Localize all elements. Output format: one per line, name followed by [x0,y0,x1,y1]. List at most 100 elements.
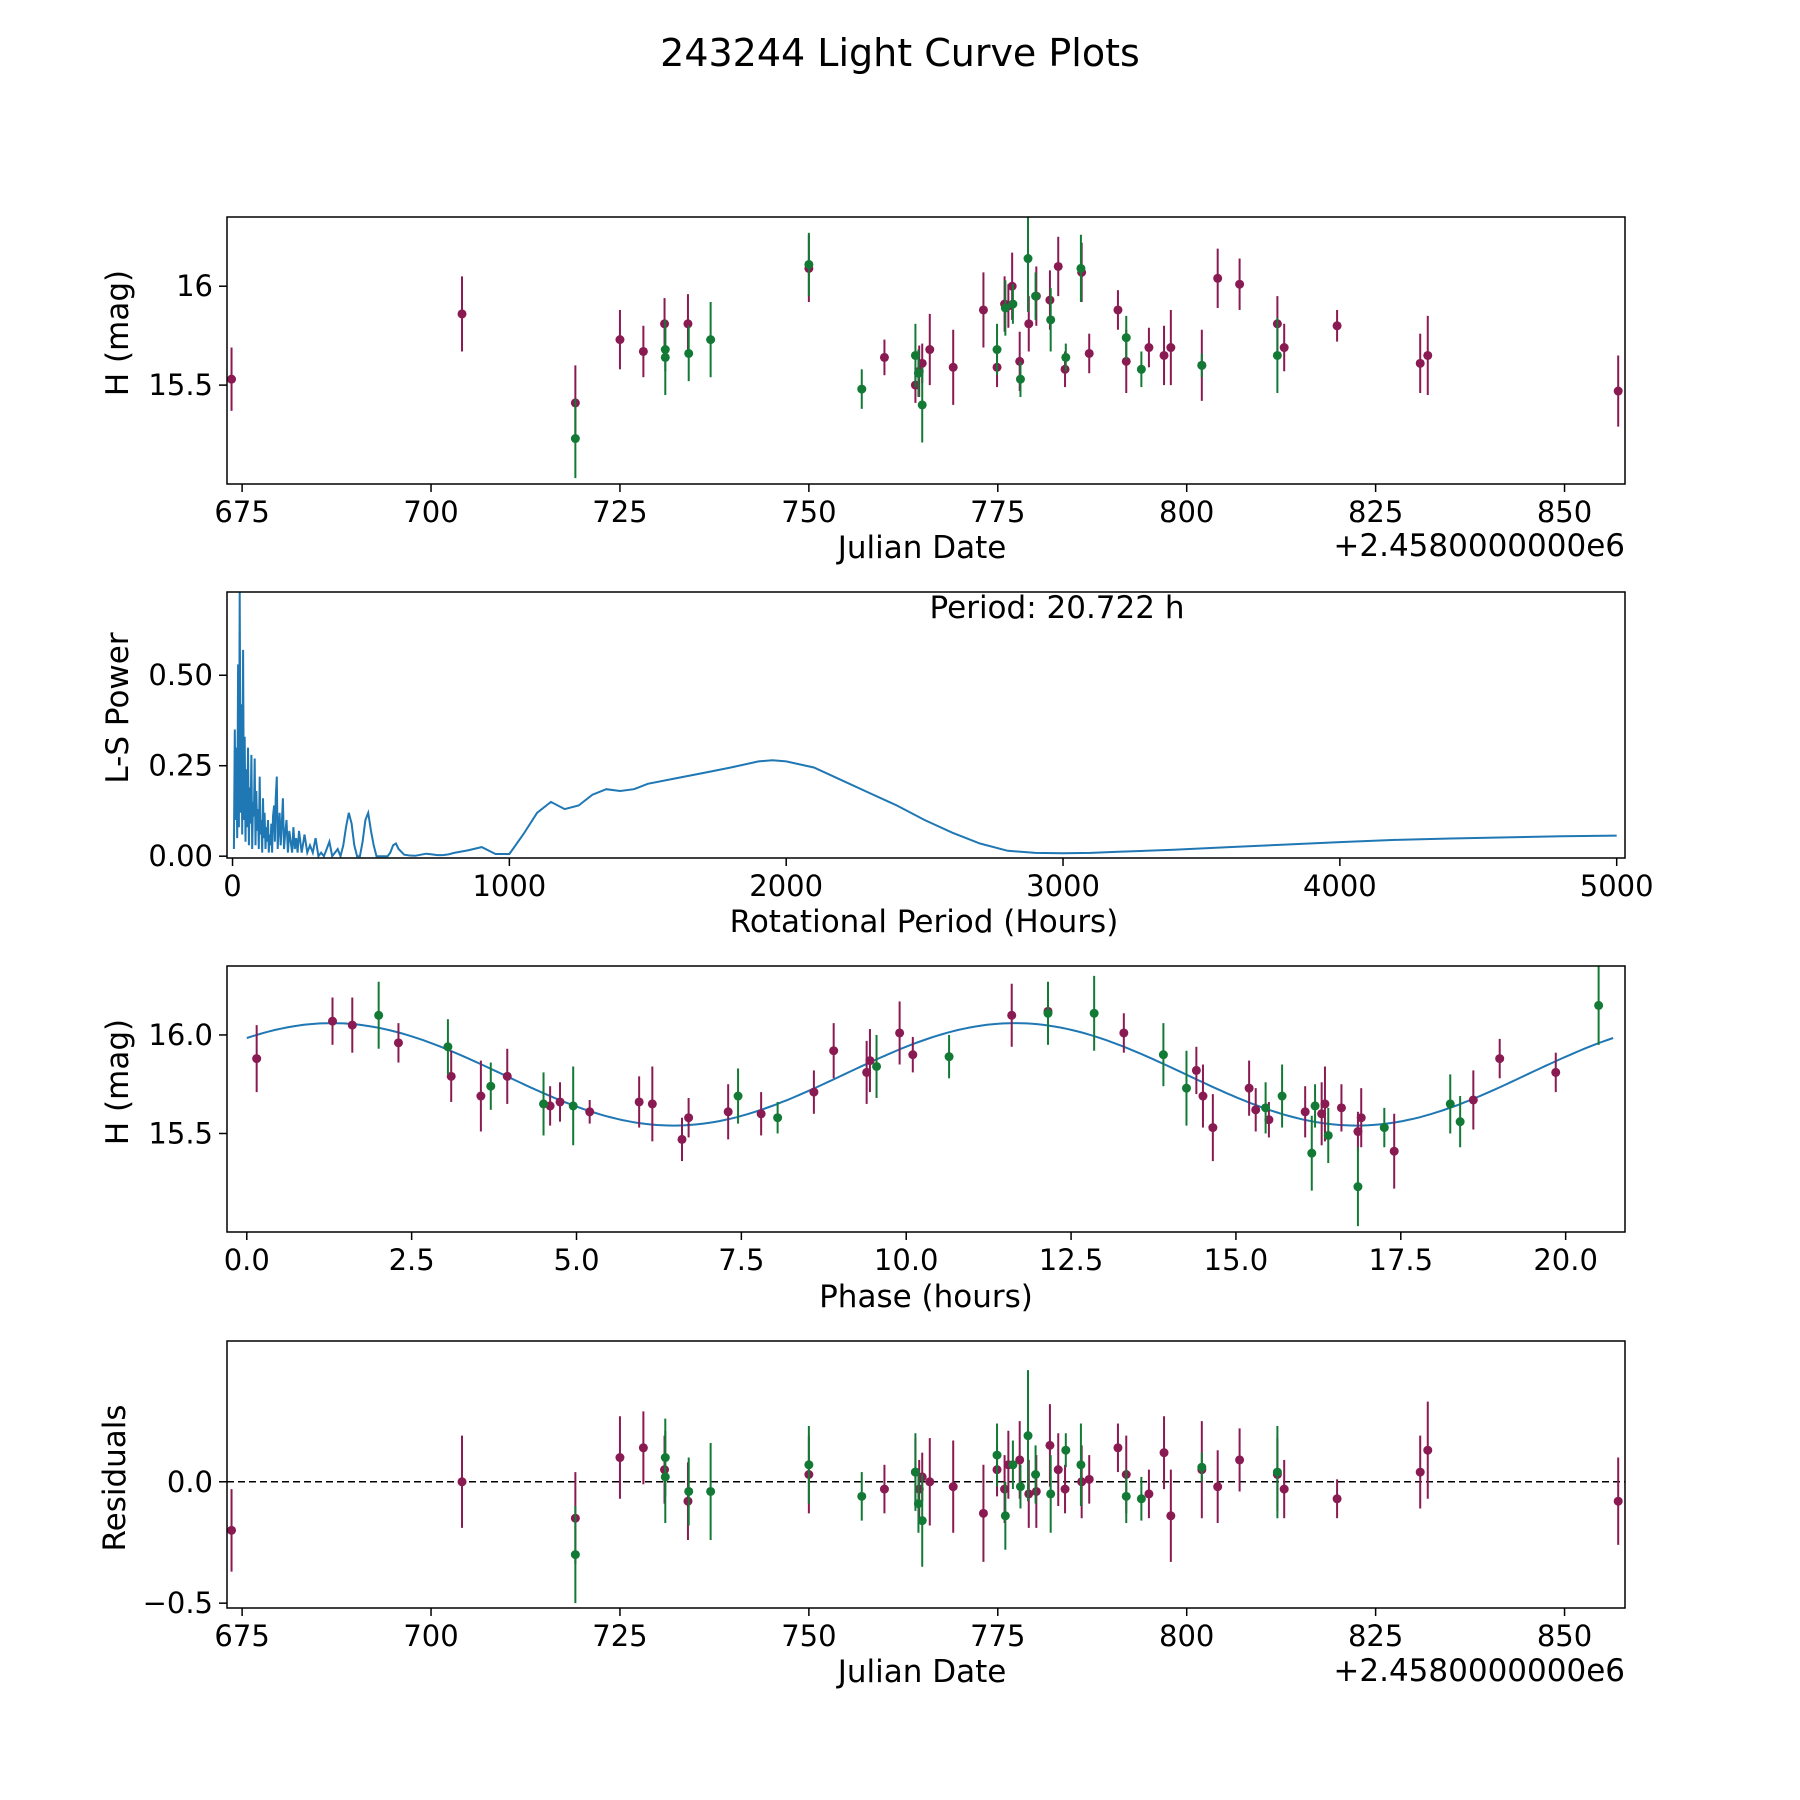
lightcurve-data-point [660,352,670,362]
residuals-data-point [1197,1462,1207,1472]
phased-data-point [1353,1127,1363,1137]
phased-data-point [908,1050,918,1060]
residuals-data-point [1272,1467,1282,1477]
phased-data-point [1191,1065,1201,1075]
lightcurve-xtick-label: 700 [403,495,458,529]
residuals-xtick-label: 800 [1159,1619,1214,1653]
periodogram-ytick-label: 0.00 [148,839,213,873]
phased-data-point [1389,1146,1399,1156]
residuals-ylabel: Residuals [97,1404,133,1551]
phased-data-point [1594,1000,1604,1010]
phased-plot-frame [226,965,1626,1233]
phased-data-point [443,1042,453,1052]
residuals-data-point [227,1525,237,1535]
residuals-data-point [1045,1440,1055,1450]
periodogram-panel: Rotational Period (Hours) L-S Power Peri… [100,590,1654,940]
residuals-data-point [1166,1511,1176,1521]
lightcurve-data-point [1061,352,1071,362]
phased-data-point [476,1091,486,1101]
lightcurve-xtick-label: 675 [214,495,269,529]
phased-data-point [1323,1130,1333,1140]
phased-data-point [647,1099,657,1109]
lightcurve-xtick-label: 825 [1348,495,1403,529]
residuals-data-point [917,1516,927,1526]
phased-data-point [1244,1083,1254,1093]
residuals-xtick-label: 725 [592,1619,647,1653]
phased-panel: Phase (hours) H (mag) 0.0 2.5 5.0 7.5 10.0 12… [100,965,1626,1315]
residuals-xtick-label: 775 [970,1619,1025,1653]
phased-data-point [393,1038,403,1048]
phased-ylabel: H (mag) [100,1019,136,1145]
phased-data-point [252,1054,262,1064]
phased-data-point [1468,1095,1478,1105]
lightcurve-xtick-label: 750 [781,495,836,529]
residuals-data-point [857,1491,867,1501]
periodogram-curve-layer [232,592,1617,858]
lightcurve-data-point [1121,356,1131,366]
lightcurve-data-point [1613,386,1623,396]
phased-data-point [865,1056,875,1066]
phased-data-point [829,1046,839,1056]
residuals-offset-label: +2.4580000000e6 [1333,1653,1625,1689]
lightcurve-offset-label: +2.4580000000e6 [1333,528,1625,564]
lightcurve-panel: Julian Date H (mag) +2.4580000000e6 675 7… [100,216,1626,566]
phased-xtick-label: 7.5 [718,1243,764,1277]
periodogram-line [232,592,1617,858]
lightcurve-data-point [917,400,927,410]
lightcurve-data-point [917,358,927,368]
lightcurve-xtick-label: 725 [592,495,647,529]
lightcurve-data-point [1084,348,1094,358]
phased-data-point [1320,1099,1330,1109]
lightcurve-data-point [227,374,237,384]
residuals-plot-frame [226,1340,1626,1609]
lightcurve-data-point [1415,358,1425,368]
residuals-data-point [1332,1494,1342,1504]
phased-data-point [1379,1123,1389,1133]
lightcurve-data-point [1031,291,1041,301]
phased-data-point [347,1020,357,1030]
lightcurve-data-point [804,259,814,269]
residuals-data-point [1076,1460,1086,1470]
residuals-data-point [1159,1448,1169,1458]
phased-xtick-label: 0.0 [224,1243,270,1277]
residuals-data-point [1031,1470,1041,1479]
lightcurve-points-layer [227,217,1623,479]
phased-xtick-label: 15.0 [1204,1243,1269,1277]
residuals-data-point [1144,1489,1154,1499]
lightcurve-xtick-label: 775 [970,495,1025,529]
phased-data-point [328,1016,338,1026]
phased-data-point [1445,1099,1455,1109]
periodogram-ytick-label: 0.25 [148,749,213,783]
residuals-data-point [925,1477,935,1487]
lightcurve-data-point [1015,374,1025,384]
phased-data-point [1089,1008,1099,1018]
phased-xtick-label: 17.5 [1369,1243,1434,1277]
residuals-data-point [1000,1511,1010,1521]
residuals-data-point [913,1499,923,1509]
phased-data-point [1264,1115,1274,1125]
residuals-data-point [638,1443,648,1453]
lightcurve-data-point [1159,350,1169,360]
residuals-data-point [1015,1482,1025,1492]
residuals-data-point [1613,1496,1623,1506]
phased-xtick-label: 10.0 [874,1243,939,1277]
phased-data-point [1310,1101,1320,1111]
phased-data-point [1495,1054,1505,1064]
lightcurve-data-point [684,348,694,358]
residuals-data-point [570,1550,580,1560]
lightcurve-data-point [1008,299,1018,309]
lightcurve-data-point [1113,305,1123,315]
periodogram-plot-frame [226,591,1626,859]
residuals-data-point [948,1482,958,1492]
lightcurve-data-point [1121,333,1131,343]
lightcurve-data-point [1000,303,1010,313]
lightcurve-data-point [857,384,867,394]
residuals-xtick-label: 825 [1348,1619,1403,1653]
phased-data-point [585,1107,595,1117]
residuals-data-point [1121,1491,1131,1501]
residuals-data-point [1008,1460,1018,1470]
lightcurve-data-point [1423,350,1433,360]
lightcurve-data-point [1046,315,1056,325]
lightcurve-ytick-label: 16 [176,269,213,303]
residuals-data-point [1053,1465,1063,1475]
